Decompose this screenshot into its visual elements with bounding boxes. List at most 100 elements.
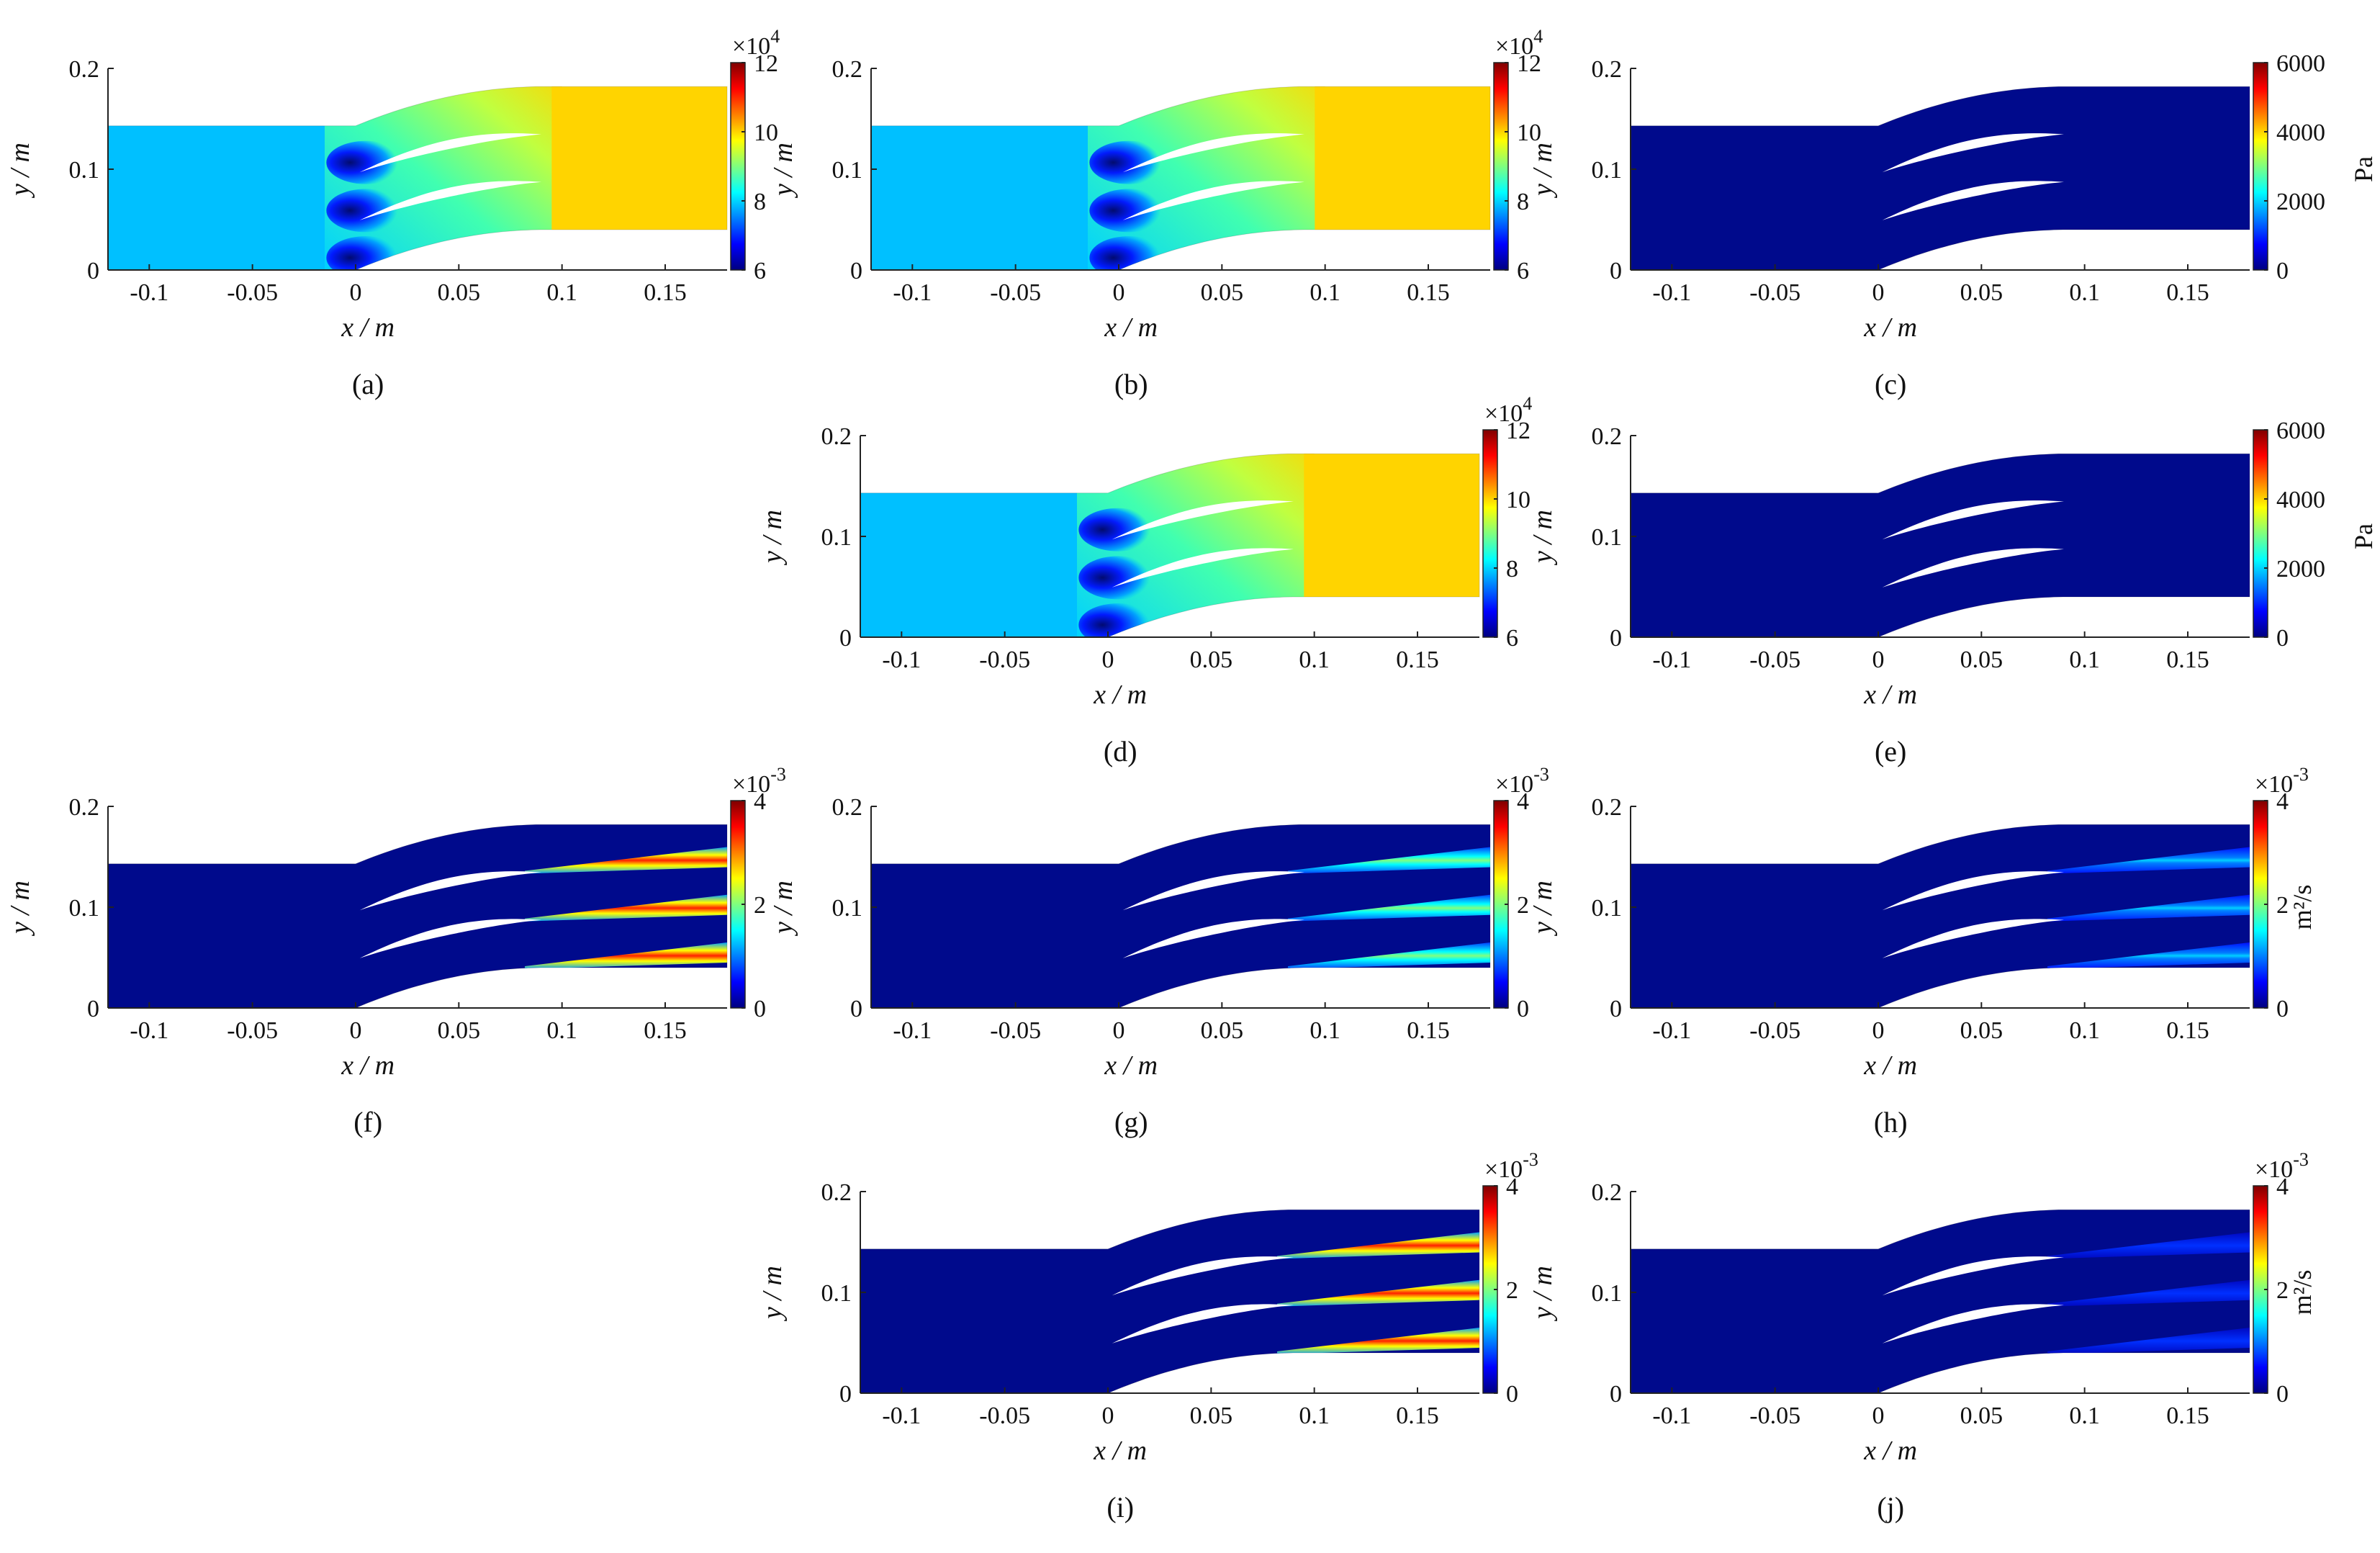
blade-c-1: [1882, 181, 2064, 220]
colorbar-unit-label: m²/s: [2288, 1270, 2317, 1315]
colorbar-exponent: ×10-3: [732, 764, 786, 798]
y-tick-label: 0.1: [1592, 524, 1623, 551]
panel-caption: (h): [1874, 1106, 1908, 1138]
colorbar-tick-label: 0: [2276, 258, 2289, 284]
colorbar-tick-label: 2000: [2276, 189, 2325, 215]
colorbar-tick-label: 10: [1506, 487, 1531, 513]
x-tick-label: -0.1: [1652, 279, 1691, 306]
x-tick-label: 0.15: [1407, 1017, 1450, 1044]
panel-c: -0.1 -0.05 0 0.05 0.1 0.15 0 0.1 0.2 x / m y / m (c…: [1528, 50, 2378, 400]
x-tick-label: 0.05: [1960, 1017, 2003, 1044]
panel-b: -0.1 -0.05 0 0.05 0.1 0.15 0 0.1 0.2 x / m y / m (b…: [768, 26, 1543, 400]
x-axis-label: x / m: [1863, 312, 1917, 343]
y-tick-label: 0: [1610, 625, 1622, 652]
x-axis-label: x / m: [1863, 1436, 1917, 1466]
x-tick-label: 0.15: [644, 279, 687, 306]
y-axis-label: y / m: [1528, 143, 1558, 199]
colorbar-tick-label: 0: [754, 996, 766, 1022]
x-tick-label: 0: [1102, 647, 1114, 673]
x-tick-label: 0.1: [1299, 1403, 1330, 1429]
panel-caption: (g): [1114, 1106, 1148, 1138]
x-tick-label: 0.1: [2069, 1403, 2100, 1429]
blade-i-1: [1112, 1304, 1294, 1343]
colorbar: [2253, 62, 2268, 271]
x-axis-label: x / m: [341, 1050, 395, 1081]
y-axis-label: y / m: [757, 510, 788, 566]
x-tick-label: 0.15: [2166, 1017, 2209, 1044]
x-tick-label: 0: [1872, 279, 1885, 306]
panel-g: -0.1 -0.05 0 0.05 0.1 0.15 0 0.1 0.2 x / m y / m (g…: [768, 764, 1549, 1138]
x-tick-label: 0.05: [1960, 647, 2003, 673]
flow-field-i: [860, 1210, 1479, 1393]
x-tick-label: -0.05: [1749, 279, 1800, 306]
colorbar-tick-label: 4000: [2276, 120, 2325, 146]
blade-b-2: [1122, 133, 1304, 173]
y-tick-label: 0.2: [821, 1179, 852, 1206]
blade-a-1: [359, 181, 541, 220]
blade-j-2: [1882, 1256, 2064, 1296]
y-axis-label: y / m: [5, 881, 35, 937]
flow-field-g: [871, 824, 1490, 1008]
x-tick-label: 0.15: [2166, 1403, 2209, 1429]
blade-e-2: [1882, 500, 2064, 540]
panel-f: -0.1 -0.05 0 0.05 0.1 0.15 0 0.1 0.2 x / m y / m (f…: [5, 764, 786, 1138]
colorbar-tick-label: 2: [2276, 1277, 2289, 1304]
y-tick-label: 0: [87, 258, 99, 284]
x-tick-label: 0: [1102, 1403, 1114, 1429]
y-tick-label: 0: [1610, 258, 1622, 284]
y-tick-label: 0.1: [832, 895, 863, 922]
x-tick-label: -0.1: [893, 1017, 932, 1044]
x-tick-label: 0.1: [1310, 1017, 1340, 1044]
blade-c-2: [1882, 133, 2064, 173]
colorbar-tick-label: 6000: [2276, 418, 2325, 444]
y-tick-label: 0: [850, 258, 862, 284]
x-tick-label: 0.1: [2069, 647, 2100, 673]
colorbar: [2253, 429, 2268, 638]
colorbar-unit-label: Pa: [2349, 523, 2378, 549]
y-tick-label: 0.2: [1592, 56, 1623, 83]
panel-caption: (b): [1114, 368, 1148, 400]
y-axis-label: y / m: [1528, 1266, 1558, 1322]
flow-field-e: [1631, 454, 2250, 637]
colorbar-tick-label: 2000: [2276, 556, 2325, 582]
x-tick-label: 0.1: [1310, 279, 1340, 306]
x-tick-label: 0: [1113, 1017, 1125, 1044]
y-tick-label: 0: [850, 996, 862, 1022]
blade-a-2: [359, 133, 541, 173]
colorbar-tick-label: 4: [2276, 1174, 2289, 1200]
x-tick-label: -0.1: [893, 279, 932, 306]
y-tick-label: 0.2: [1592, 1179, 1623, 1206]
y-axis-label: y / m: [768, 143, 798, 199]
x-tick-label: -0.1: [130, 279, 168, 306]
x-tick-label: -0.05: [1749, 1017, 1800, 1044]
x-axis-label: x / m: [1104, 312, 1158, 343]
colorbar-exponent: ×10-3: [1484, 1149, 1538, 1183]
panel-d: -0.1 -0.05 0 0.05 0.1 0.15 0 0.1 0.2 x / m y / m (d…: [757, 393, 1532, 768]
y-tick-label: 0.2: [69, 794, 100, 821]
y-tick-label: 0.1: [69, 157, 100, 184]
blade-e-1: [1882, 548, 2064, 588]
colorbar-tick-label: 12: [1506, 418, 1531, 444]
colorbar-tick-label: 4: [1517, 788, 1529, 815]
x-tick-label: 0: [350, 1017, 362, 1044]
panel-caption: (f): [353, 1106, 382, 1138]
y-axis-label: y / m: [1528, 510, 1558, 566]
blade-b-1: [1122, 181, 1304, 220]
colorbar-exponent: ×10-3: [2255, 764, 2309, 798]
x-tick-label: -0.05: [979, 647, 1030, 673]
x-tick-label: 0: [1872, 647, 1885, 673]
x-tick-label: 0.05: [1201, 279, 1244, 306]
x-tick-label: -0.05: [227, 1017, 278, 1044]
blade-g-1: [1122, 919, 1304, 958]
colorbar-tick-label: 8: [1517, 189, 1529, 215]
x-tick-label: -0.05: [1749, 647, 1800, 673]
x-tick-label: 0.1: [546, 1017, 577, 1044]
colorbar-tick-label: 4: [754, 788, 766, 815]
y-axis-label: y / m: [768, 881, 798, 937]
x-tick-label: 0.15: [644, 1017, 687, 1044]
colorbar-tick-label: 2: [2276, 892, 2289, 919]
x-tick-label: 0.1: [2069, 1017, 2100, 1044]
colorbar-tick-label: 6: [1517, 258, 1529, 284]
colorbar-tick-label: 12: [754, 50, 778, 77]
panel-caption: (a): [352, 368, 384, 400]
